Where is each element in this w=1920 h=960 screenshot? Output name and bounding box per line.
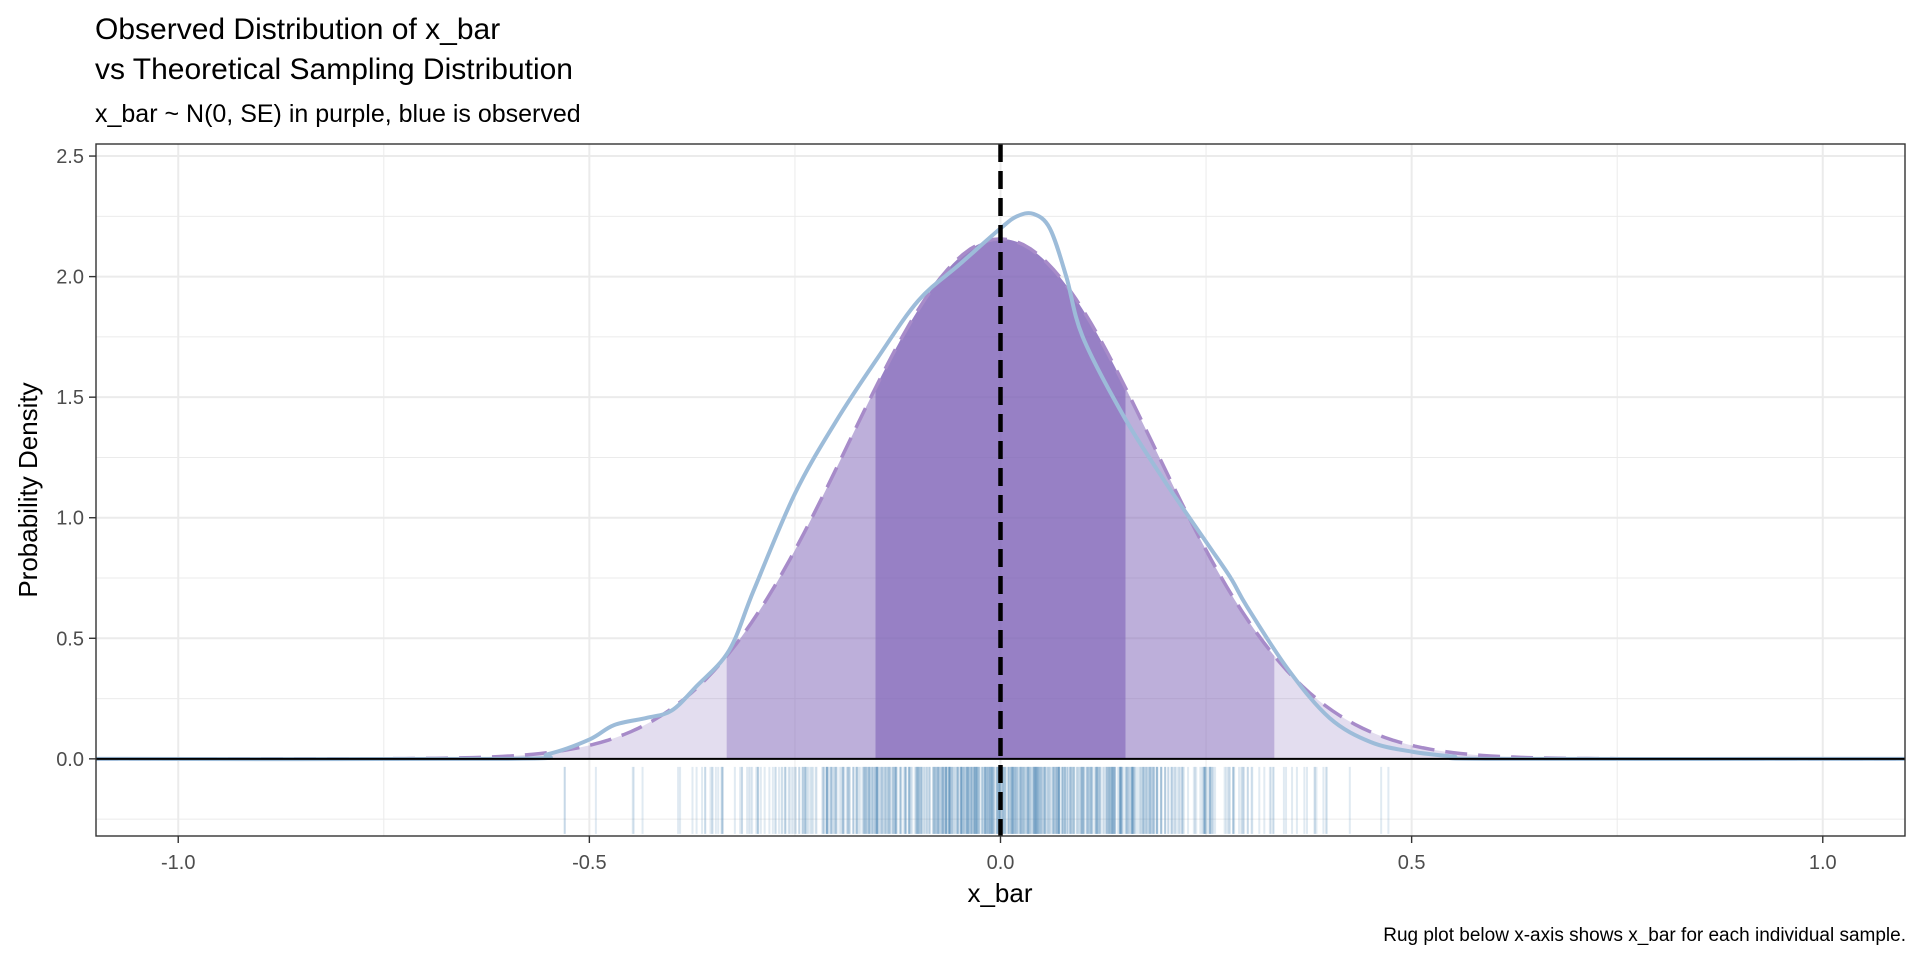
observed-density-line [96,211,1905,762]
chart-subtitle: x_bar ~ N(0, SE) in purple, blue is obse… [95,100,581,128]
plot-panel [95,143,1906,837]
x-axis-ticks: -1.0 -0.5 0.0 0.5 1.0 [161,836,1837,874]
x-tick-label: 0.0 [987,852,1015,874]
x-tick-label: 1.0 [1809,852,1837,874]
chart-title-line-1: Observed Distribution of x_bar [95,13,500,46]
y-axis-ticks: 0.0 0.5 1.0 1.5 2.0 2.5 [56,146,96,771]
y-tick-label: 1.0 [56,508,84,530]
x-tick-label: -0.5 [572,852,606,874]
y-tick-label: 1.5 [56,387,84,409]
chart-title-line-2: vs Theoretical Sampling Distribution [95,53,573,86]
y-tick-label: 0.0 [56,749,84,771]
x-tick-label: 0.5 [1398,852,1426,874]
y-tick-label: 2.5 [56,146,84,168]
x-tick-label: -1.0 [161,852,195,874]
x-axis-title: x_bar [967,878,1032,908]
chart-caption: Rug plot below x-axis shows x_bar for ea… [1383,925,1906,946]
y-axis-title: Probability Density [13,382,43,597]
y-tick-label: 0.5 [56,628,84,650]
y-tick-label: 2.0 [56,267,84,289]
